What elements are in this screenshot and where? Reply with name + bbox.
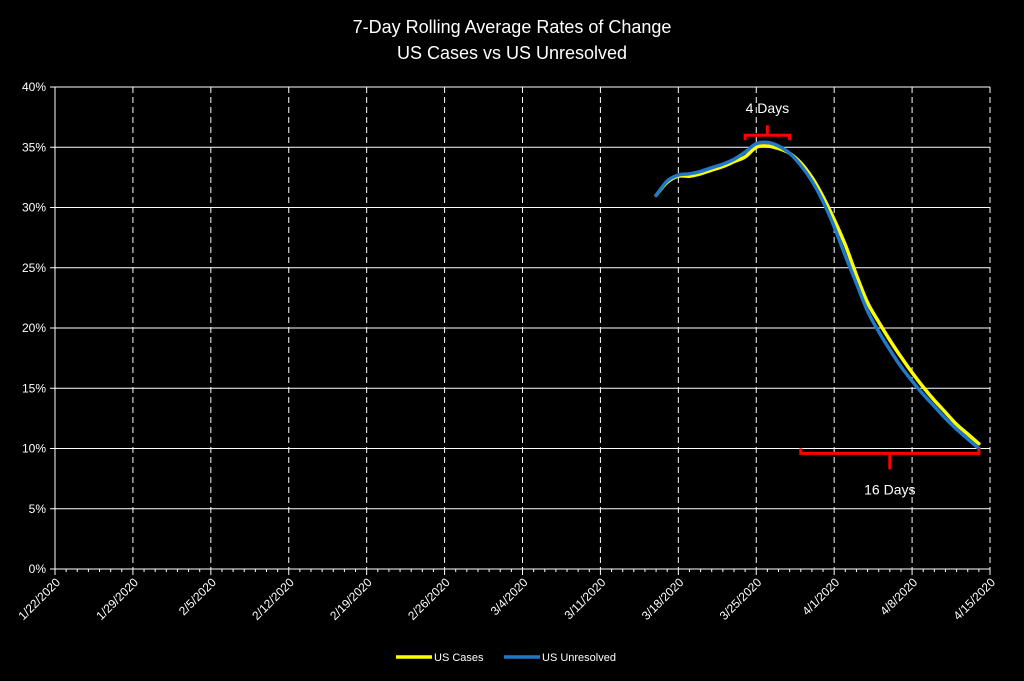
x-tick-label: 2/12/2020 <box>249 575 297 623</box>
y-tick-label: 0% <box>29 562 47 576</box>
x-tick-label: 2/5/2020 <box>176 575 219 618</box>
bracket-line <box>799 448 981 470</box>
legend-item-us-cases: US Cases <box>396 652 484 664</box>
y-tick-label: 20% <box>22 321 46 335</box>
x-tick-label: 4/15/2020 <box>950 575 998 623</box>
x-tick-label: 4/1/2020 <box>799 575 842 618</box>
axes: 0% 5% 10% 15% 20% 25% 30% 35% 40% 1/22/2020 1/29/2… <box>15 80 998 623</box>
legend-item-us-unresolved: US Unresolved <box>504 652 616 664</box>
x-tick-label: 4/8/2020 <box>877 575 920 618</box>
annotation-label: 16 Days <box>864 481 915 497</box>
y-tick-label: 35% <box>22 140 46 154</box>
annotation-bracket: 16 Days <box>799 448 981 497</box>
legend-label: US Unresolved <box>542 652 616 664</box>
y-tick-label: 25% <box>22 261 46 275</box>
grid <box>55 86 991 569</box>
x-tick-label: 3/4/2020 <box>488 575 531 618</box>
series-lines <box>654 140 981 451</box>
x-tick-label: 2/19/2020 <box>327 575 375 623</box>
bracket-line <box>743 125 792 141</box>
legend: US Cases US Unresolved <box>396 652 616 664</box>
y-tick-label: 40% <box>22 80 46 94</box>
y-tick-label: 10% <box>22 442 46 456</box>
x-tick-label: 3/18/2020 <box>639 575 687 623</box>
chart-subtitle: US Cases vs US Unresolved <box>397 43 627 63</box>
chart-title: 7-Day Rolling Average Rates of Change <box>353 17 672 37</box>
series-line-us-unresolved <box>654 140 981 451</box>
series-line-us-cases <box>654 144 981 446</box>
annotations: 4 Days 16 Days <box>743 100 981 497</box>
annotation-label: 4 Days <box>746 100 790 116</box>
x-tick-label: 1/22/2020 <box>15 575 63 623</box>
y-tick-label: 30% <box>22 201 46 215</box>
legend-label: US Cases <box>434 652 484 664</box>
annotation-bracket: 4 Days <box>743 100 792 141</box>
x-tick-label: 3/25/2020 <box>717 575 765 623</box>
y-tick-label: 15% <box>22 381 46 395</box>
x-tick-label: 3/11/2020 <box>562 575 609 622</box>
y-tick-label: 5% <box>29 502 47 516</box>
x-tick-label: 2/26/2020 <box>405 575 453 623</box>
x-tick-label: 1/29/2020 <box>93 575 141 623</box>
